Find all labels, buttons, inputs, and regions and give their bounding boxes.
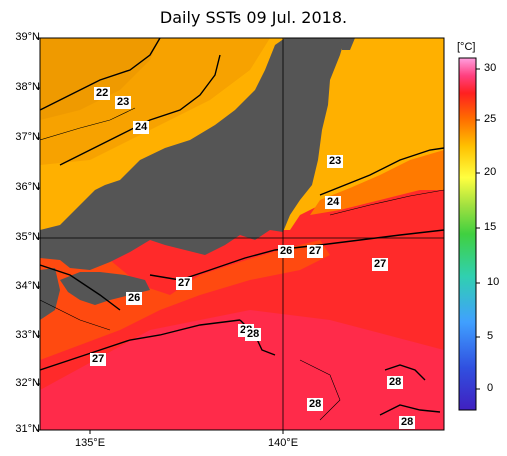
lon-label: 140°E	[267, 437, 299, 449]
contour-label: 22	[94, 87, 111, 100]
lat-label: 36°N	[15, 181, 40, 193]
colorbar-tick-label: 30	[484, 62, 497, 74]
contour-label: 28	[399, 416, 416, 429]
colorbar-tick-label: 20	[484, 166, 497, 178]
lat-label: 31°N	[15, 423, 40, 435]
lat-label: 32°N	[15, 377, 40, 389]
contour-label: 28	[387, 376, 404, 389]
land-kyushu	[40, 268, 60, 320]
lat-label: 39°N	[15, 31, 40, 43]
contour-label: 24	[325, 196, 342, 209]
contour-label: 23	[327, 155, 344, 168]
contour-label: 27	[90, 353, 107, 366]
contour-label: 27	[307, 245, 324, 258]
lat-label: 38°N	[15, 81, 40, 93]
colorbar-tick-label: 5	[487, 330, 494, 342]
lon-label: 135°E	[74, 437, 106, 449]
colorbar-tick-label: 0	[487, 382, 494, 394]
contour-label: 26	[126, 292, 143, 305]
sst-band-28	[40, 310, 444, 430]
lat-label: 34°N	[15, 280, 40, 292]
contour-lines	[40, 38, 444, 416]
sst-field	[40, 38, 444, 430]
contour-label: 26	[278, 245, 295, 258]
contour-label: 28	[307, 398, 324, 411]
lat-label: 33°N	[15, 329, 40, 341]
land-shikoku	[60, 272, 150, 305]
sst-band-26	[40, 240, 330, 360]
contour-label: 27	[176, 277, 193, 290]
lat-label: 35°N	[15, 231, 40, 243]
contour-label: 28	[245, 328, 262, 341]
colorbar-unit: [°C]	[457, 41, 476, 53]
land-honshu	[40, 38, 345, 270]
contour-label: 24	[133, 121, 150, 134]
contour-label: 27	[372, 258, 389, 271]
colorbar-tick-label: 15	[484, 221, 497, 233]
map-title: Daily SSTs 09 Jul. 2018.	[159, 8, 348, 27]
land-north	[340, 38, 355, 50]
grid	[40, 38, 444, 430]
sst-band-22	[40, 38, 160, 120]
contour-label: 23	[115, 96, 132, 109]
colorbar	[458, 57, 477, 411]
map-frame	[39, 37, 445, 431]
axis-ticks	[36, 37, 284, 434]
colorbar-ticks	[476, 68, 480, 390]
colorbar-tick-label: 25	[484, 113, 497, 125]
colorbar-tick-label: 10	[487, 276, 500, 288]
lat-label: 37°N	[15, 131, 40, 143]
contour-thin	[40, 107, 444, 421]
sst-band-25	[310, 150, 444, 215]
